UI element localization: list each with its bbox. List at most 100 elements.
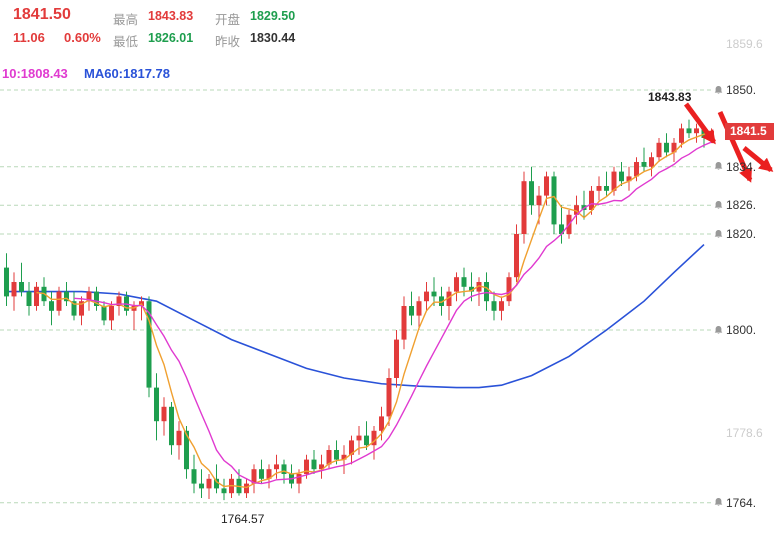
candle-body: [626, 176, 632, 182]
open-label: 开盘: [215, 13, 241, 27]
price-alert-label[interactable]: 1764.: [713, 496, 774, 510]
candle-body: [11, 282, 17, 297]
candle-body: [446, 291, 452, 306]
candle-body: [679, 128, 684, 143]
candle-body: [476, 282, 482, 292]
prev-close-label: 昨收: [215, 35, 241, 49]
high-point-label: 1843.83: [648, 90, 692, 104]
candle-body: [574, 205, 579, 215]
candle-body: [514, 234, 519, 278]
candle-body: [499, 301, 504, 311]
candle-body: [656, 142, 662, 158]
ma10-indicator-label: 10:1808.43: [2, 66, 68, 81]
candle-body: [506, 277, 512, 302]
candle-body: [559, 224, 564, 234]
ma5-line: [36, 131, 712, 489]
candle-body: [349, 440, 354, 455]
price-axis-text: 1850.: [726, 83, 757, 97]
ma60-line: [6, 243, 705, 389]
price-axis-text: 1800.: [726, 323, 757, 337]
price-change: 11.06: [13, 30, 45, 45]
candle-body: [484, 282, 489, 302]
price-axis-text: 1859.6: [726, 36, 763, 51]
candle-body: [611, 171, 617, 191]
high-label: 最高: [113, 13, 139, 27]
candle-body: [371, 430, 377, 446]
price-alert-label[interactable]: 1800.: [713, 323, 774, 337]
candle-body: [544, 176, 549, 196]
candle-body: [161, 406, 167, 422]
candle-body: [634, 162, 639, 177]
bell-icon: [714, 229, 723, 238]
candle-body: [386, 378, 392, 417]
low-label: 最低: [113, 35, 139, 49]
candle-body: [199, 483, 204, 489]
candle-body: [274, 464, 279, 470]
low-value: 1826.01: [148, 31, 194, 45]
candle-body: [94, 291, 99, 306]
candle-body: [206, 478, 212, 489]
candle-body: [64, 291, 69, 302]
candle-body: [169, 406, 174, 446]
price-axis-text: 1834.: [726, 159, 757, 174]
forecast-arrow: [683, 102, 717, 145]
candle-body: [304, 459, 309, 474]
last-price: 1841.50: [13, 6, 71, 23]
candle-body: [694, 128, 699, 134]
candle-body: [101, 306, 107, 321]
candle-body: [266, 469, 272, 479]
candle-body: [461, 277, 467, 287]
candle-body: [109, 306, 114, 321]
candle-body: [356, 435, 362, 441]
candle-body: [146, 301, 152, 388]
candle-body: [244, 483, 249, 494]
forecast-arrow: [742, 146, 774, 172]
candle-body: [79, 301, 84, 316]
bell-icon: [714, 200, 723, 209]
candle-body: [259, 469, 264, 479]
candle-body: [49, 301, 54, 311]
bell-icon: [714, 85, 723, 94]
candle-body: [116, 296, 122, 306]
bell-icon: [714, 325, 723, 334]
price-axis-text: 1826.: [726, 198, 757, 213]
candle-body: [34, 286, 39, 306]
candle-body: [214, 478, 219, 489]
ma60-indicator-label: MA60:1817.78: [84, 66, 170, 81]
price-alert-label[interactable]: 1826.: [713, 198, 774, 212]
bell-icon: [714, 162, 723, 171]
ma10-line: [73, 141, 712, 485]
candle-body: [649, 157, 654, 167]
candle-body: [469, 286, 474, 292]
price-scale-label: 1778.6: [713, 426, 774, 440]
candle-body: [311, 459, 317, 470]
candle-body: [409, 306, 414, 316]
candle-body: [596, 186, 602, 191]
price-scale-label: 1859.6: [713, 37, 774, 51]
candle-body: [664, 142, 669, 153]
candle-body: [589, 190, 594, 210]
candle-body: [604, 186, 609, 191]
candle-body: [86, 291, 92, 302]
candle-body: [184, 430, 189, 470]
candle-body: [521, 181, 527, 234]
candle-body: [416, 301, 422, 316]
candle-body: [71, 301, 77, 316]
price-alert-label[interactable]: 1820.: [713, 227, 774, 241]
low-point-label: 1764.57: [221, 512, 265, 526]
price-axis-text: 1820.: [726, 227, 757, 241]
candle-body: [19, 282, 24, 292]
candle-body: [154, 387, 159, 422]
candle-body: [334, 450, 339, 460]
candle-body: [319, 464, 324, 470]
price-alert-label[interactable]: 1834.: [713, 160, 774, 174]
open-value: 1829.50: [250, 9, 296, 23]
high-value: 1843.83: [148, 9, 194, 23]
price-alert-label[interactable]: 1850.: [713, 83, 774, 97]
candle-body: [686, 128, 692, 134]
current-price-badge: 1841.5: [725, 123, 774, 140]
candle-body: [296, 474, 302, 484]
candle-body: [424, 291, 429, 302]
